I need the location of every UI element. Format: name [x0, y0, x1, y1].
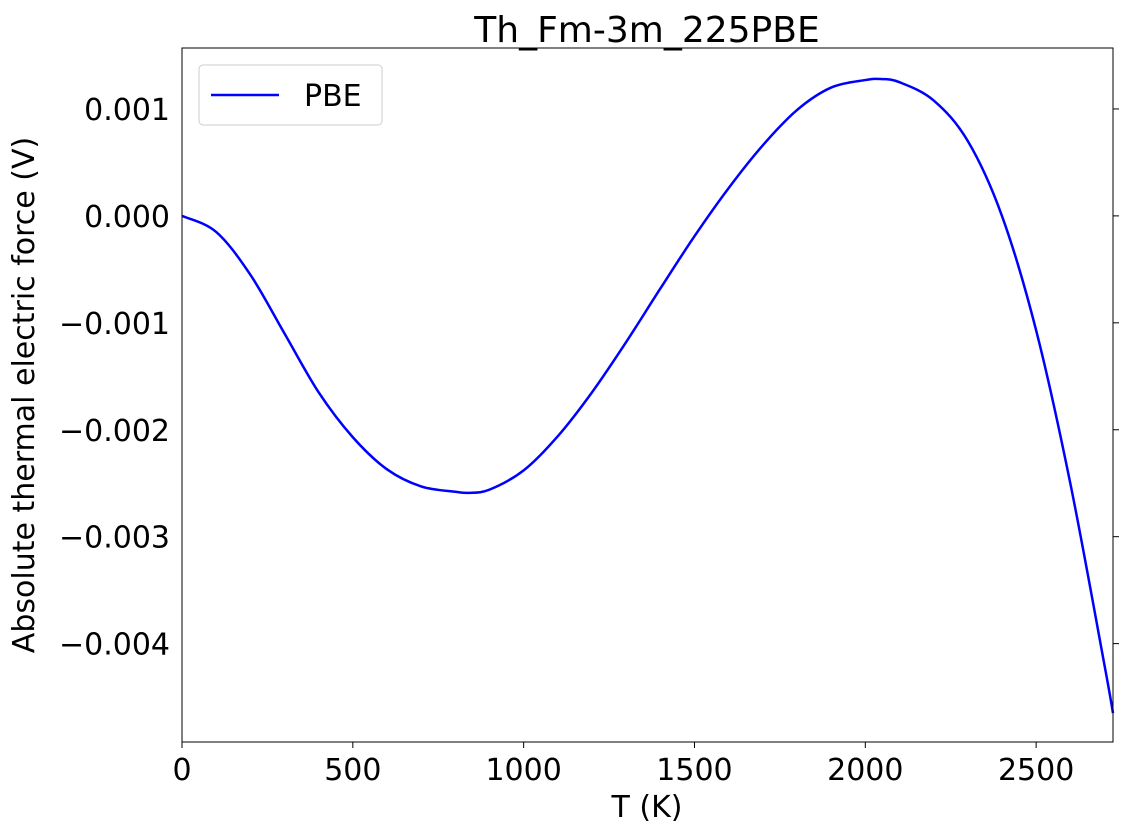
x-tick-label: 1000: [485, 753, 561, 788]
chart-title: Th_Fm-3m_225PBE: [473, 10, 819, 51]
legend-box: [198, 64, 383, 126]
x-tick-label: 2000: [827, 753, 903, 788]
y-axis-label: Absolute thermal electric force (V): [7, 137, 42, 653]
x-axis-label: T (K): [611, 790, 683, 825]
y-tick-label: −0.002: [59, 414, 170, 449]
y-tick-label: −0.001: [59, 307, 170, 342]
x-tick-label: 0: [172, 753, 191, 788]
x-tick-label: 500: [324, 753, 381, 788]
y-tick-label: −0.003: [59, 521, 170, 556]
y-axis: 0.001 0.000 −0.001 −0.002 −0.003 −0.004: [59, 93, 1119, 663]
axes-frame: [181, 47, 1114, 743]
series-line-pbe: [181, 77, 1115, 714]
legend-label-pbe: PBE: [304, 79, 362, 114]
legend: PBE: [198, 64, 383, 126]
y-tick-label: 0.000: [84, 200, 170, 235]
plot-area: [181, 77, 1115, 714]
x-tick-label: 1500: [656, 753, 732, 788]
x-tick-label: 2500: [998, 753, 1074, 788]
y-tick-label: −0.004: [59, 628, 170, 663]
x-axis: 0 500 1000 1500 2000 2500: [172, 742, 1074, 788]
y-tick-label: 0.001: [84, 93, 170, 128]
